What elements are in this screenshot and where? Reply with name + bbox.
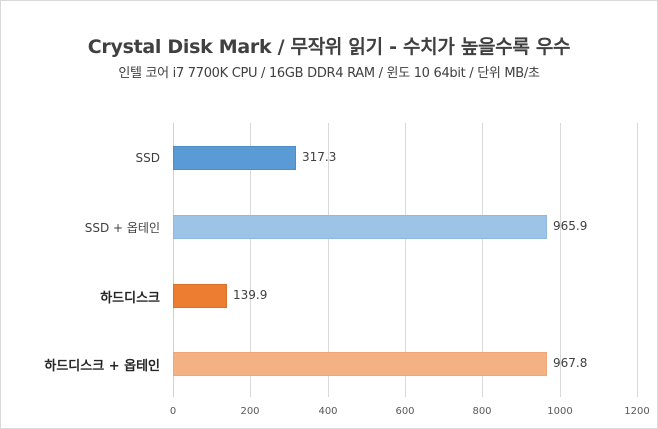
tick-label-1000: 1000 xyxy=(547,406,573,417)
category-label-ssd: SSD xyxy=(135,151,160,165)
gridline-800 xyxy=(482,123,483,397)
tick-label-0: 0 xyxy=(169,406,177,417)
value-label-hdd-optane: 967.8 xyxy=(553,356,588,370)
gridline-400 xyxy=(328,123,329,397)
category-label-ssd-optane-text: SSD + 옵테인 xyxy=(84,221,160,235)
bar-ssd xyxy=(173,146,296,170)
tick-label-200: 200 xyxy=(240,406,260,417)
category-axis: SSD SSD + 옵테인 하드디스크 하드디스크 + 옵테인 xyxy=(0,123,160,397)
gridline-1200 xyxy=(637,123,638,397)
tick-label-400: 400 xyxy=(318,406,338,417)
gridline-1000 xyxy=(560,123,561,397)
bar-hdd-optane xyxy=(173,352,547,376)
chart-title: Crystal Disk Mark / 무작위 읽기 - 수치가 높을수록 우수 xyxy=(87,36,571,58)
plot-area: 317.3 965.9 139.9 967.8 xyxy=(173,123,638,397)
tick-label-600: 600 xyxy=(395,406,415,417)
tick-label-800: 800 xyxy=(472,406,492,417)
category-label-hdd-optane: 하드디스크 + 옵테인 xyxy=(44,359,160,374)
gridline-600 xyxy=(405,123,406,397)
category-label-ssd-optane: SSD + 옵테인 xyxy=(85,219,160,236)
chart-subtitle: 인텔 코어 i7 7700K CPU / 16GB DDR4 RAM / 윈도 … xyxy=(118,66,540,81)
tick-label-1200: 1200 xyxy=(624,406,650,417)
bar-ssd-optane xyxy=(173,215,547,239)
value-label-ssd: 317.3 xyxy=(302,150,337,164)
bar-hdd xyxy=(173,284,227,308)
gridline-0 xyxy=(173,123,174,397)
category-label-hdd: 하드디스크 xyxy=(100,291,160,306)
value-label-hdd: 139.9 xyxy=(233,288,268,302)
gridline-200 xyxy=(250,123,251,397)
value-label-ssd-optane: 965.9 xyxy=(553,219,588,233)
